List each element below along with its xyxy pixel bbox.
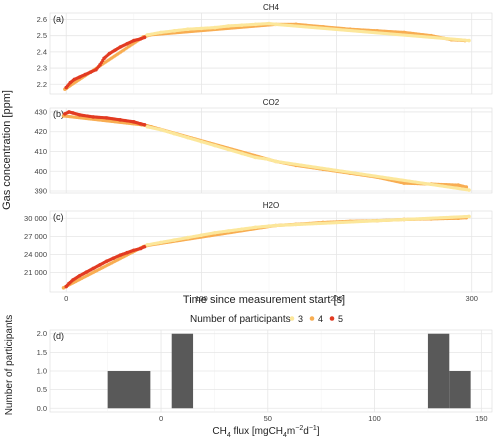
panel-title: H2O [263, 201, 279, 210]
y-tick-label: 2.3 [37, 64, 47, 73]
data-point [467, 38, 471, 43]
legend-label: 3 [298, 314, 303, 324]
legend-title: Number of participants [190, 314, 291, 325]
data-point [142, 35, 147, 40]
x-tick-label: 100 [195, 294, 208, 303]
y-tick-label: 2.0 [37, 329, 47, 338]
y-tick-label: 410 [34, 147, 47, 156]
y-tick-label: 0.0 [37, 404, 47, 413]
panel-d-ylabel: Number of participants [4, 315, 15, 416]
histogram-bar [171, 333, 194, 409]
panel-tag: (d) [53, 331, 64, 341]
x-tick-label: 0 [159, 414, 163, 423]
panel-ch4: CH4 2.2 2.3 2.4 2.5 2.6 (a) [37, 3, 493, 95]
histogram-bar [427, 333, 450, 409]
y-tick-label: 420 [34, 127, 47, 136]
panel-tag: (b) [53, 109, 64, 119]
y-tick-label: 1.5 [37, 348, 47, 357]
data-point [142, 244, 147, 249]
legend-label: 5 [338, 314, 343, 324]
x-tick-label: 150 [475, 414, 488, 423]
x-tick-label: 200 [330, 294, 343, 303]
panel-background [49, 210, 493, 293]
x-tick-label: 50 [264, 414, 272, 423]
legend-swatch [309, 316, 315, 321]
histogram-bar [107, 371, 151, 409]
legend-label: 4 [318, 314, 323, 324]
y-tick-label: 2.2 [37, 80, 47, 89]
y-tick-label: 0.5 [37, 385, 47, 394]
y-tick-label: 21 000 [24, 268, 47, 277]
y-tick-label: 400 [34, 167, 47, 176]
y-tick-label: 30 000 [24, 214, 47, 223]
panel-tag: (c) [53, 212, 64, 222]
y-tick-label: 430 [34, 107, 47, 116]
y-tick-label: 2.6 [37, 15, 47, 24]
data-point [467, 214, 471, 219]
data-point [467, 188, 471, 192]
data-point [464, 185, 469, 189]
panel-h2o: H2O 21 000 24 000 27 000 30 000 (c) 0 100 200 300 [24, 201, 493, 303]
y-tick-label: 24 000 [24, 250, 47, 259]
panel-co2: CO2 390 400 410 420 430 (b) [34, 98, 493, 196]
shared-ylabel: Gas concentration [ppm] [1, 90, 13, 210]
panel-flux-histogram: 0.0 0.5 1.0 1.5 2.0 0 50 100 150 (d) [37, 329, 493, 423]
y-tick-label: 2.5 [37, 31, 47, 40]
x-tick-label: 100 [368, 414, 381, 423]
y-tick-label: 2.4 [37, 47, 47, 56]
legend-swatch [329, 316, 335, 321]
legend: Number of participants 3 4 5 [190, 314, 343, 325]
legend-swatch [289, 316, 295, 321]
histogram-bar [449, 371, 471, 409]
x-axis-label-time: Time since measurement start [s] [183, 294, 345, 306]
panel-title: CO2 [263, 98, 280, 107]
y-tick-label: 27 000 [24, 232, 47, 241]
panel-title: CH4 [263, 3, 280, 12]
y-tick-label: 1.0 [37, 367, 47, 376]
panel-tag: (a) [53, 14, 64, 24]
panel-background [49, 12, 493, 95]
x-tick-label: 300 [465, 294, 478, 303]
y-tick-label: 390 [34, 187, 47, 196]
x-axis-label-flux: CH4 flux [mgCH4m−2d−1] [212, 425, 319, 439]
data-point [142, 123, 147, 127]
x-tick-label: 0 [64, 294, 68, 303]
